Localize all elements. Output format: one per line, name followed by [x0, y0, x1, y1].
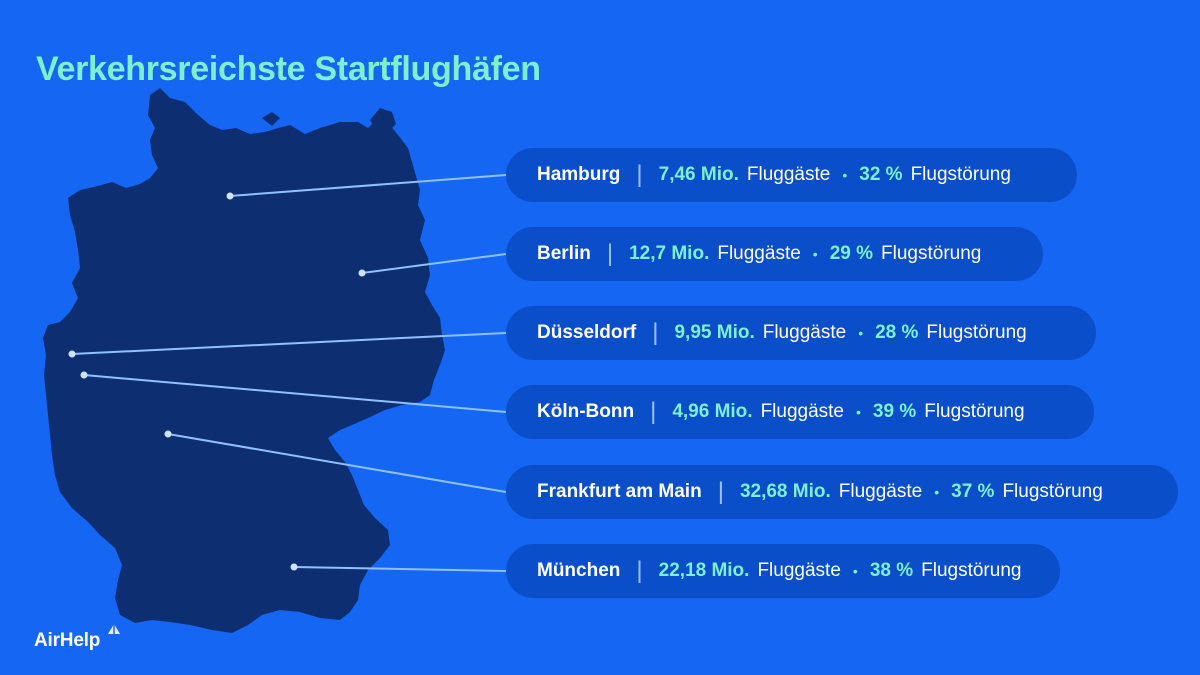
passenger-unit: Fluggäste — [746, 164, 831, 185]
disruption-rate: 39 % — [872, 401, 917, 422]
divider: | — [636, 557, 643, 584]
airport-pill-muenchen: München | 22,18 Mio. Fluggäste • 38 % Flugstör… — [506, 544, 1060, 598]
connector-line-koeln-bonn — [83, 374, 507, 413]
airport-marker-frankfurt-am-main — [164, 430, 172, 438]
passenger-count: 32,68 Mio. — [739, 481, 831, 502]
airport-marker-berlin — [358, 269, 366, 277]
passenger-unit: Fluggäste — [838, 481, 923, 502]
passenger-unit: Fluggäste — [762, 322, 847, 343]
connector-line-hamburg — [229, 174, 507, 197]
disruption-rate: 28 % — [875, 322, 919, 343]
disruption-unit: Flugstörung — [924, 401, 1025, 422]
disruption-unit: Flugstörung — [881, 243, 982, 264]
airport-city: Berlin — [537, 243, 591, 264]
airport-marker-koeln-bonn — [80, 371, 88, 379]
airport-marker-hamburg — [226, 192, 234, 200]
disruption-unit: Flugstörung — [1002, 481, 1103, 502]
airport-city: Köln-Bonn — [537, 401, 635, 422]
disruption-rate: 32 % — [859, 164, 903, 185]
germany-shape — [43, 88, 445, 633]
divider: | — [650, 398, 657, 425]
bullet-separator: • — [852, 563, 858, 579]
bullet-separator: • — [842, 167, 848, 183]
bullet-separator: • — [934, 484, 940, 500]
airport-marker-muenchen — [290, 563, 298, 571]
airport-pill-berlin: Berlin | 12,7 Mio. Fluggäste • 29 % Flugstörun… — [506, 227, 1043, 281]
connector-line-frankfurt-am-main — [167, 433, 507, 493]
bullet-separator: • — [858, 325, 864, 341]
airhelp-logo-icon — [108, 624, 120, 634]
passenger-count: 9,95 Mio. — [674, 322, 755, 343]
divider: | — [717, 478, 724, 505]
disruption-rate: 37 % — [951, 481, 995, 502]
passenger-unit: Fluggäste — [717, 243, 801, 264]
disruption-unit: Flugstörung — [910, 164, 1011, 185]
passenger-count: 7,46 Mio. — [658, 164, 739, 185]
airport-pill-koeln-bonn: Köln-Bonn | 4,96 Mio. Fluggäste • 39 % Flugstö… — [506, 385, 1094, 439]
divider: | — [652, 319, 659, 346]
connector-line-berlin — [361, 253, 507, 274]
airport-pill-frankfurt-am-main: Frankfurt am Main | 32,68 Mio. Fluggäste • 37… — [506, 465, 1178, 519]
airport-pill-duesseldorf: Düsseldorf | 9,95 Mio. Fluggäste • 28 % Flugst… — [506, 306, 1096, 360]
connector-lines — [71, 174, 507, 572]
disruption-rate: 29 % — [829, 243, 874, 264]
disruption-unit: Flugstörung — [926, 322, 1027, 343]
airport-city: Düsseldorf — [537, 322, 637, 343]
airport-pill-hamburg: Hamburg | 7,46 Mio. Fluggäste • 32 % Flugstöru… — [506, 148, 1077, 202]
passenger-unit: Fluggäste — [760, 401, 845, 422]
divider: | — [636, 161, 643, 188]
passenger-count: 22,18 Mio. — [658, 560, 750, 581]
island-ruegen — [370, 108, 396, 132]
page-title: Verkehrsreichste Startflughäfen — [36, 50, 541, 88]
passenger-count: 12,7 Mio. — [629, 243, 710, 264]
airport-city: München — [537, 560, 621, 581]
airport-city: Hamburg — [537, 164, 621, 185]
airport-marker-duesseldorf — [68, 350, 76, 358]
disruption-rate: 38 % — [869, 560, 914, 581]
airport-city: Frankfurt am Main — [537, 481, 702, 502]
divider: | — [606, 240, 614, 267]
connector-line-duesseldorf — [71, 332, 507, 355]
connector-line-muenchen — [293, 566, 507, 572]
island-fehmarn — [262, 112, 280, 126]
bullet-separator: • — [812, 246, 818, 262]
airhelp-logo: AirHelp — [34, 630, 101, 651]
airport-markers — [68, 192, 366, 571]
disruption-unit: Flugstörung — [921, 560, 1022, 581]
passenger-unit: Fluggäste — [757, 560, 841, 581]
bullet-separator: • — [856, 404, 861, 420]
passenger-count: 4,96 Mio. — [672, 401, 753, 422]
